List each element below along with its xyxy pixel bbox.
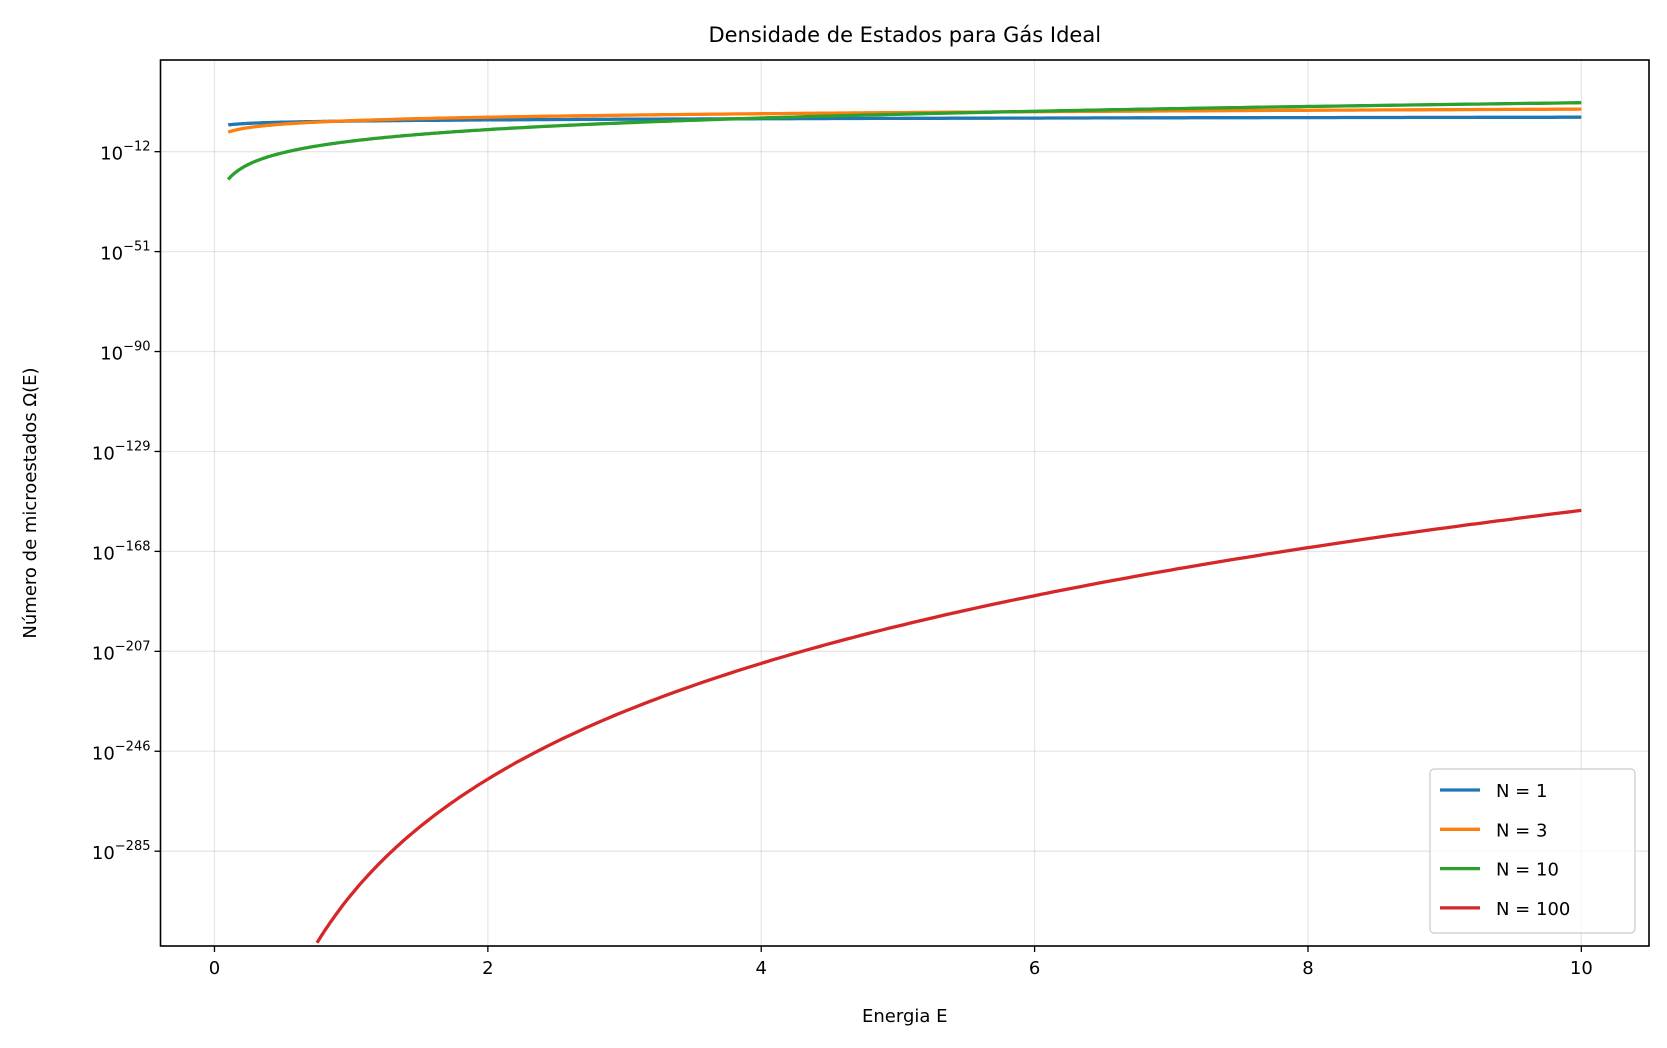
y-tick-label: 10−51 <box>100 240 150 265</box>
series-line-n100 <box>315 508 1582 944</box>
series-line-n1 <box>226 115 1582 127</box>
grid <box>160 60 1649 946</box>
y-tick-label: 10−246 <box>92 739 151 764</box>
legend-label: N = 100 <box>1496 899 1570 920</box>
y-tick-label: 10−285 <box>92 839 151 864</box>
legend-label: N = 10 <box>1496 860 1559 881</box>
x-tick-label: 8 <box>1302 958 1313 979</box>
x-tick-label: 6 <box>1029 958 1040 979</box>
legend-label: N = 1 <box>1496 781 1547 802</box>
y-tick-label: 10−207 <box>92 639 151 664</box>
y-tick-label: 10−168 <box>92 539 151 564</box>
y-tick-label: 10−90 <box>100 340 150 365</box>
x-tick-label: 0 <box>209 958 220 979</box>
series-line-n10 <box>226 101 1582 181</box>
x-axis-label: Energia E <box>862 1006 948 1027</box>
series-line-n3 <box>226 107 1582 134</box>
x-tick-label: 2 <box>482 958 493 979</box>
chart-title: Densidade de Estados para Gás Ideal <box>708 23 1101 47</box>
axes-frame <box>159 59 1650 947</box>
y-axis-label: Número de microestados Ω(E) <box>20 367 41 638</box>
x-tick-label: 10 <box>1570 958 1593 979</box>
y-tick-label: 10−12 <box>100 140 150 165</box>
y-tick-label: 10−129 <box>92 439 151 464</box>
ticks: 0 2 4 6 8 10 10−12 10−51 10−90 10−129 10−168 10−207… <box>92 140 1593 979</box>
legend-box <box>1429 768 1636 934</box>
legend: N = 1 N = 3 N = 10 N = 100 <box>1429 768 1636 934</box>
x-tick-label: 4 <box>756 958 767 979</box>
plot-area <box>226 101 1582 944</box>
legend-label: N = 3 <box>1496 820 1547 841</box>
